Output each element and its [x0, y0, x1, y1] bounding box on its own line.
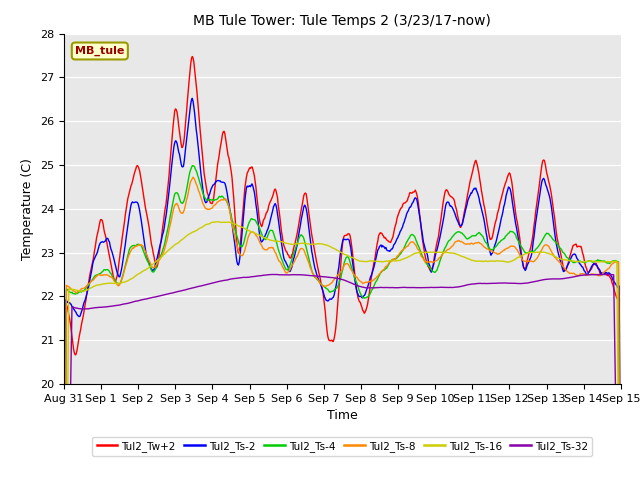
Title: MB Tule Tower: Tule Temps 2 (3/23/17-now): MB Tule Tower: Tule Temps 2 (3/23/17-now…	[193, 14, 492, 28]
X-axis label: Time: Time	[327, 409, 358, 422]
Text: MB_tule: MB_tule	[75, 46, 125, 56]
Y-axis label: Temperature (C): Temperature (C)	[22, 158, 35, 260]
Legend: Tul2_Tw+2, Tul2_Ts-2, Tul2_Ts-4, Tul2_Ts-8, Tul2_Ts-16, Tul2_Ts-32: Tul2_Tw+2, Tul2_Ts-2, Tul2_Ts-4, Tul2_Ts…	[92, 437, 593, 456]
